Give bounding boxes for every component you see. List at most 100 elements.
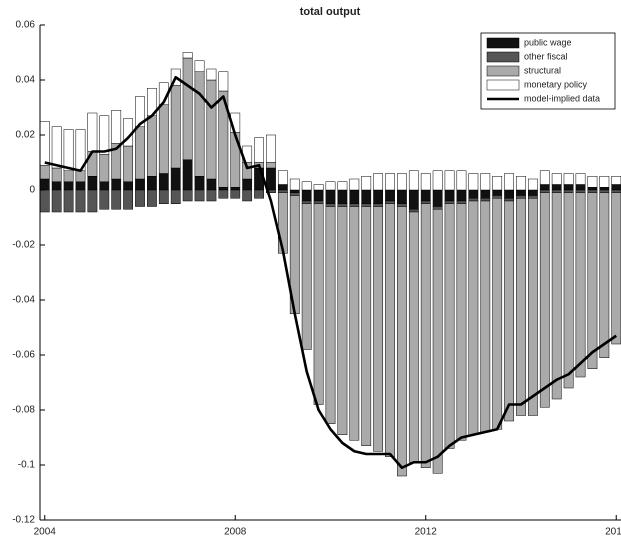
bar-segment	[361, 189, 372, 204]
y-tick-label: 0.02	[16, 130, 36, 141]
bar-segment	[468, 198, 479, 202]
bar-segment	[385, 200, 395, 204]
bar-segment	[385, 189, 395, 202]
bar-segment	[528, 195, 538, 199]
bar-segment	[206, 178, 217, 191]
bar-segment	[444, 170, 455, 191]
bar-segment	[444, 189, 455, 202]
bar-segment	[611, 184, 621, 191]
bar-segment	[408, 170, 419, 191]
bar-segment	[504, 189, 514, 199]
bar-segment	[444, 203, 455, 449]
bar-segment	[325, 203, 336, 207]
bar-segment	[40, 189, 50, 213]
legend-label: public wage	[524, 37, 572, 47]
bar-segment	[611, 192, 621, 345]
bar-segment	[313, 200, 324, 204]
bar-segment	[111, 189, 122, 210]
bar-segment	[420, 200, 431, 204]
bar-segment	[373, 206, 384, 452]
bar-segment	[516, 189, 526, 196]
bar-segment	[123, 181, 133, 191]
bar-segment	[599, 187, 610, 191]
bar-segment	[337, 181, 348, 191]
bar-segment	[313, 184, 324, 191]
bar-segment	[158, 173, 169, 191]
bar-segment	[135, 178, 145, 191]
bar-segment	[528, 178, 538, 191]
bar-segment	[75, 189, 86, 213]
bar-segment	[575, 189, 586, 193]
bar-segment	[397, 203, 407, 207]
bar-segment	[135, 96, 145, 127]
bar-segment	[420, 189, 431, 202]
bar-segment	[456, 203, 467, 441]
bar-segment	[349, 178, 360, 191]
bar-segment	[468, 200, 479, 435]
bar-segment	[206, 68, 217, 81]
bar-segment	[277, 170, 288, 185]
bar-segment	[325, 181, 336, 191]
bar-segment	[397, 173, 407, 191]
bar-segment	[337, 203, 348, 207]
bar-segment	[158, 189, 169, 204]
bar-segment	[492, 189, 503, 196]
bar-segment	[206, 189, 217, 202]
bar-segment	[230, 187, 241, 191]
bar-segment	[516, 176, 526, 191]
bar-segment	[599, 192, 610, 358]
bar-segment	[147, 115, 157, 177]
bar-segment	[492, 195, 503, 199]
bar-segment	[266, 134, 276, 163]
legend-swatch	[486, 79, 520, 91]
bar-segment	[337, 206, 348, 435]
bar-segment	[563, 192, 574, 389]
bar-segment	[516, 198, 526, 416]
bar-segment	[504, 173, 514, 191]
data-line	[44, 75, 617, 470]
bar-segment	[218, 187, 229, 191]
bar-segment	[408, 211, 419, 463]
bar-segment	[575, 173, 586, 185]
bar-segment	[539, 192, 550, 408]
bar-segment	[337, 189, 348, 204]
bar-segment	[277, 192, 288, 254]
bar-segment	[75, 181, 86, 191]
bar-segment	[551, 184, 562, 191]
bar-segment	[40, 121, 50, 166]
bar-segment	[361, 206, 372, 446]
x-tick-label: 2016	[605, 527, 621, 538]
bar-segment	[51, 189, 62, 213]
bar-segment	[266, 167, 276, 191]
bar-segment	[420, 203, 431, 468]
bar-segment	[456, 200, 467, 204]
bar-segment	[587, 187, 598, 191]
bar-segment	[158, 104, 169, 174]
bar-segment	[432, 170, 443, 191]
bar-segment	[611, 189, 621, 193]
x-tick-label: 2008	[224, 527, 247, 538]
bar-segment	[135, 126, 145, 180]
bar-segment	[492, 176, 503, 191]
bar-segment	[99, 181, 110, 191]
bar-segment	[432, 209, 443, 474]
bar-segment	[349, 189, 360, 204]
bar-segment	[373, 203, 384, 207]
bar-segment	[563, 173, 574, 185]
bar-segment	[325, 206, 336, 424]
bar-segment	[51, 126, 62, 169]
bar-segment	[468, 173, 479, 191]
bar-segment	[63, 181, 74, 191]
bar-segment	[289, 178, 300, 191]
y-tick-label: -0.12	[12, 515, 35, 526]
bar-segment	[480, 173, 491, 191]
bar-segment	[301, 200, 312, 204]
bar-segment	[230, 189, 241, 199]
bar-segment	[87, 176, 98, 191]
bar-segment	[432, 206, 443, 210]
bar-segment	[63, 129, 74, 171]
bar-segment	[194, 176, 205, 191]
bar-segment	[528, 189, 538, 196]
bar-segment	[397, 206, 407, 477]
bar-segment	[397, 189, 407, 204]
